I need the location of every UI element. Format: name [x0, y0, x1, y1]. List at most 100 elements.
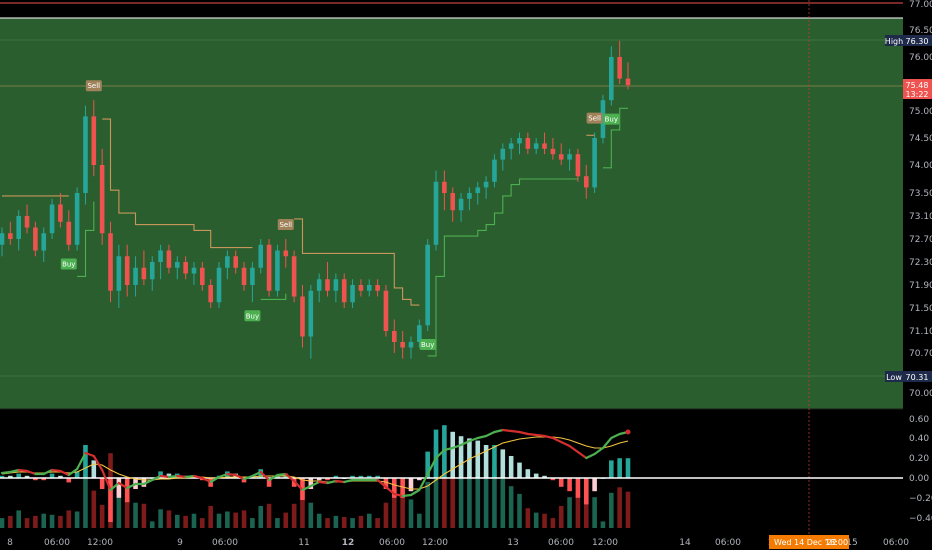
- histogram-bar: [517, 462, 522, 478]
- volume-bar: [258, 506, 264, 528]
- oscillator-tick-label: −0.40: [909, 514, 932, 524]
- macd-line-segment: [284, 472, 296, 483]
- volume-bar: [0, 518, 5, 528]
- histogram-bar: [99, 478, 105, 489]
- histogram-bar: [458, 436, 464, 478]
- time-tick-label: 06:00: [379, 538, 405, 548]
- macd-line-segment: [318, 480, 329, 485]
- histogram-bar: [383, 478, 389, 489]
- price-tick-label: 71.50: [909, 304, 932, 314]
- histogram-bar: [391, 478, 397, 498]
- candle-body: [91, 116, 97, 165]
- candle-body: [283, 250, 289, 257]
- buy-signal: Buy: [244, 310, 261, 322]
- macd-line-segment: [343, 478, 354, 484]
- candle-body: [475, 187, 481, 193]
- candle-body: [300, 296, 305, 337]
- volume-bar: [625, 491, 631, 528]
- histogram-bar: [525, 469, 531, 478]
- macd-line-segment: [610, 432, 621, 440]
- macd-line-segment: [276, 472, 287, 477]
- candle-body: [124, 256, 130, 285]
- macd-line-segment: [401, 493, 413, 498]
- price-tick-label: 72.30: [909, 258, 932, 268]
- histogram-bar: [316, 478, 322, 481]
- price-axis: 77.0076.5076.0075.5075.0074.5074.0073.50…: [909, 0, 932, 399]
- histogram-bar: [366, 475, 372, 478]
- time-tick-label: 06:00: [44, 538, 70, 548]
- volume-bar: [291, 503, 297, 528]
- volume-bar: [575, 491, 581, 528]
- histogram-bar: [74, 471, 80, 478]
- time-tick-label: 12:00: [592, 538, 618, 548]
- candle-body: [358, 285, 364, 291]
- price-tick-label: 74.00: [909, 161, 932, 171]
- macd-line-segment: [84, 451, 95, 458]
- histogram-bar: [533, 473, 539, 478]
- trailing-stop-layer: [2, 107, 628, 357]
- histogram-bar: [166, 473, 172, 478]
- time-tick-label: 12: [342, 538, 355, 548]
- oscillator-bars-layer: [0, 425, 631, 528]
- macd-line-segment: [184, 474, 196, 479]
- volume-bar: [391, 487, 397, 528]
- signal-label: Buy: [421, 341, 434, 349]
- candle-body: [542, 143, 547, 149]
- time-tick-label: 14: [679, 538, 691, 548]
- volume-bar: [24, 518, 30, 528]
- candle-body: [575, 154, 581, 177]
- candle-body: [275, 250, 280, 291]
- volume-bar: [592, 497, 597, 528]
- volume-bar: [74, 511, 80, 528]
- volume-bar: [8, 515, 13, 528]
- macd-line-segment: [293, 479, 304, 492]
- candle-body: [450, 193, 456, 211]
- macd-line-segment: [301, 484, 312, 492]
- candle-body: [8, 233, 13, 239]
- histogram-bar: [575, 478, 581, 498]
- buy-signal: Buy: [419, 339, 436, 350]
- macd-line-segment: [59, 469, 70, 477]
- countdown-value: 13:22: [905, 90, 928, 99]
- volume-bar: [567, 497, 572, 528]
- volume-bar: [542, 513, 547, 528]
- macd-line-segment: [376, 478, 388, 489]
- volume-bar: [91, 490, 97, 528]
- macd-line-segment: [443, 446, 454, 452]
- time-tick-label: 11: [298, 538, 309, 548]
- histogram-bar: [141, 478, 147, 487]
- price-tick-label: 75.00: [909, 107, 932, 117]
- trailing-stop-line: [603, 107, 628, 169]
- volume-bar: [149, 521, 155, 528]
- histogram-bar: [550, 478, 556, 481]
- volume-bar: [617, 487, 622, 528]
- candle-body: [408, 342, 414, 348]
- volume-bar: [450, 452, 456, 528]
- histogram-bar: [33, 478, 38, 481]
- candle-body: [350, 285, 355, 303]
- candle-body: [316, 279, 322, 291]
- volume-bar: [275, 518, 280, 528]
- time-tick-label: 06:00: [883, 538, 909, 548]
- histogram-bar: [8, 475, 13, 478]
- macd-line-segment: [142, 478, 154, 486]
- candle-body: [425, 244, 430, 326]
- price-tick-label: 71.90: [909, 281, 932, 291]
- time-tick-label: 06:00: [212, 538, 238, 548]
- volume-bar: [158, 509, 163, 528]
- signal-label: Sell: [87, 82, 100, 90]
- histogram-bar: [558, 478, 564, 487]
- candle-body: [266, 244, 272, 291]
- macd-line-segment: [251, 470, 262, 478]
- volume-bar: [508, 486, 514, 528]
- candle-body: [458, 198, 464, 211]
- time-tick-label: 13: [507, 538, 518, 548]
- histogram-bar: [66, 478, 72, 483]
- histogram-bar: [16, 473, 21, 478]
- candle-body: [333, 279, 339, 291]
- macd-line-segment: [493, 428, 504, 434]
- candle-body: [467, 193, 472, 199]
- candle-body: [550, 148, 556, 155]
- candle-body: [183, 262, 188, 274]
